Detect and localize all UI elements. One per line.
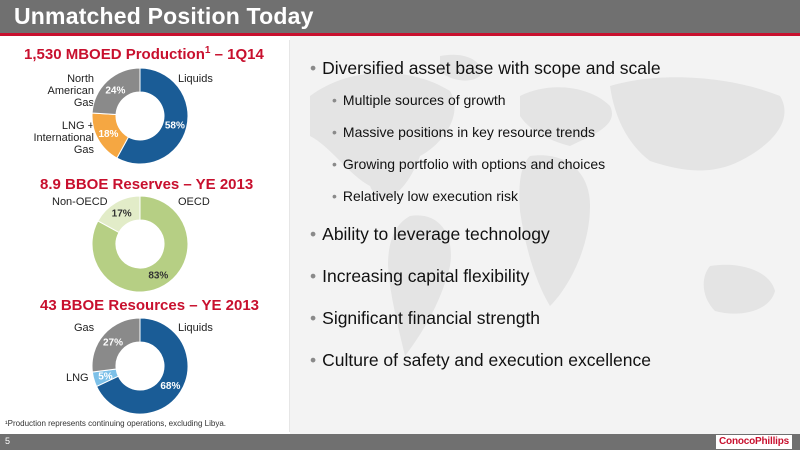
page-number: 5: [5, 436, 11, 446]
slice-label-non-oecd: 17%: [112, 209, 132, 220]
bullet-dot: •: [310, 58, 317, 78]
production-title-superscript: 1: [204, 45, 211, 56]
production-title-main: 1,530 MBOED Production: [24, 46, 205, 63]
production-chart-title: 1,530 MBOED Production1 – 1Q14: [24, 45, 264, 63]
label-resources-liquids: Liquids: [178, 322, 213, 334]
bullet-text: Culture of safety and execution excellen…: [322, 350, 651, 370]
slice-oecd: [91, 195, 189, 293]
bullet-text: Increasing capital flexibility: [322, 266, 530, 286]
bullet-text: Diversified asset base with scope and sc…: [322, 58, 661, 78]
footnote: ¹Production represents continuing operat…: [5, 419, 227, 428]
slice-label-liquids: 58%: [165, 120, 185, 131]
slice-liquids: [116, 67, 189, 165]
slide-title: Unmatched Position Today: [14, 3, 314, 29]
bullet-dot: •: [332, 92, 337, 108]
bullet-item: • Ability to leverage technology: [310, 224, 550, 245]
sub-bullet-item: • Relatively low execution risk: [332, 188, 518, 204]
slice-north-american-gas: [91, 67, 141, 116]
bullet-dot: •: [310, 224, 317, 244]
slice-non-oecd: [97, 195, 141, 234]
bottom-bar: 5 ConocoPhillips: [0, 434, 800, 450]
bullet-text: Significant financial strength: [322, 308, 541, 328]
resources-donut-chart: 68% 5% 27%: [91, 317, 189, 415]
bullet-text: Massive positions in key resource trends: [342, 124, 596, 140]
slice-label-north-american-gas: 24%: [105, 85, 125, 96]
bullet-dot: •: [332, 156, 337, 172]
label-production-liquids: Liquids: [178, 73, 213, 85]
resources-chart-title: 43 BBOE Resources – YE 2013: [40, 297, 260, 314]
world-map-background: [310, 54, 785, 356]
panel-divider: [289, 40, 290, 432]
production-donut-chart: 58% 18% 24%: [91, 67, 189, 165]
slice-label-gas: 27%: [103, 338, 123, 349]
slice-gas: [91, 317, 141, 373]
sub-bullet-item: • Growing portfolio with options and choi…: [332, 156, 605, 172]
bullet-dot: •: [310, 350, 317, 370]
bullet-item: • Diversified asset base with scope and s…: [310, 58, 661, 79]
reserves-chart-title: 8.9 BBOE Reserves – YE 2013: [40, 176, 254, 193]
company-logo: ConocoPhillips: [716, 435, 792, 449]
bullet-item: • Increasing capital flexibility: [310, 266, 529, 287]
label-non-oecd: Non-OECD: [52, 196, 108, 208]
bullet-text: Growing portfolio with options and choic…: [342, 156, 606, 172]
title-bar: Unmatched Position Today: [0, 0, 800, 33]
bullet-text: Ability to leverage technology: [322, 224, 550, 244]
label-oecd: OECD: [178, 196, 210, 208]
bullet-dot: •: [310, 308, 317, 328]
bullet-dot: •: [332, 124, 337, 140]
sub-bullet-item: • Massive positions in key resource trend…: [332, 124, 595, 140]
label-gas: Gas: [74, 322, 95, 334]
label-lng-international-gas: LNG + International Gas: [33, 120, 94, 156]
slice-label-oecd: 83%: [148, 270, 168, 281]
slice-label-liquids: 68%: [160, 381, 180, 392]
title-accent-line: [0, 33, 800, 36]
slice-label-lng: 5%: [98, 372, 113, 383]
right-panel: [290, 36, 800, 434]
bullet-dot: •: [310, 266, 317, 286]
bullet-item: • Significant financial strength: [310, 308, 540, 329]
sub-bullet-item: • Multiple sources of growth: [332, 92, 506, 108]
bullet-dot: •: [332, 188, 337, 204]
label-lng: LNG: [66, 372, 89, 384]
bullet-item: • Culture of safety and execution excelle…: [310, 350, 651, 371]
slice-label-lng-international-gas: 18%: [98, 129, 118, 140]
slice-liquids: [95, 317, 189, 415]
bullet-text: Relatively low execution risk: [342, 188, 518, 204]
reserves-donut-chart: 83% 17%: [91, 195, 189, 293]
production-title-suffix: – 1Q14: [210, 46, 264, 63]
bullet-text: Multiple sources of growth: [342, 92, 506, 108]
label-north-american-gas: North American Gas: [47, 73, 94, 109]
